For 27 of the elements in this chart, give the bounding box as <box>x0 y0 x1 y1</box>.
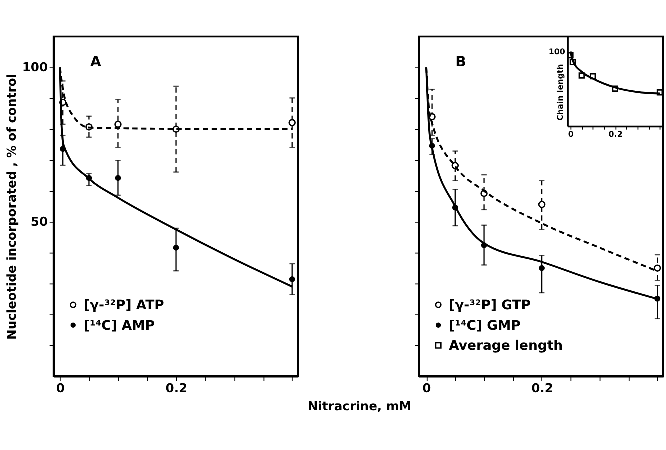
y-tick-label: 50 <box>30 214 48 229</box>
x-tick-label: 0 <box>422 382 432 396</box>
point <box>538 201 546 208</box>
x-tick-label: 0 <box>56 382 65 396</box>
point <box>115 175 122 182</box>
annotation: B <box>456 54 466 71</box>
legend-label: [γ-³²P] GTP <box>449 298 532 314</box>
point <box>289 276 296 282</box>
x-tick-label: 0.2 <box>608 130 623 139</box>
point <box>654 264 662 272</box>
legend-label: [¹⁴C] GMP <box>449 318 522 334</box>
annotation: 100 <box>548 48 566 57</box>
annotation: A <box>90 54 102 71</box>
point <box>114 120 122 128</box>
text: Average length <box>449 339 564 354</box>
legend-label: [¹⁴C] AMP <box>84 318 156 334</box>
point <box>173 244 180 251</box>
y-axis-title: Chain length <box>556 64 565 121</box>
x-tick-label: 0.2 <box>532 382 554 396</box>
x-tick-label: 0 <box>568 130 574 139</box>
point <box>578 72 585 79</box>
point <box>288 119 296 127</box>
x-axis-title: Nitracrine, mM <box>308 399 412 414</box>
x-tick-label: 0.2 <box>166 382 188 396</box>
point <box>539 265 546 272</box>
legend-label: [γ-³²P] ATP <box>84 298 165 314</box>
y-axis-title: Nucleotide incorporated , % of control <box>5 74 20 340</box>
